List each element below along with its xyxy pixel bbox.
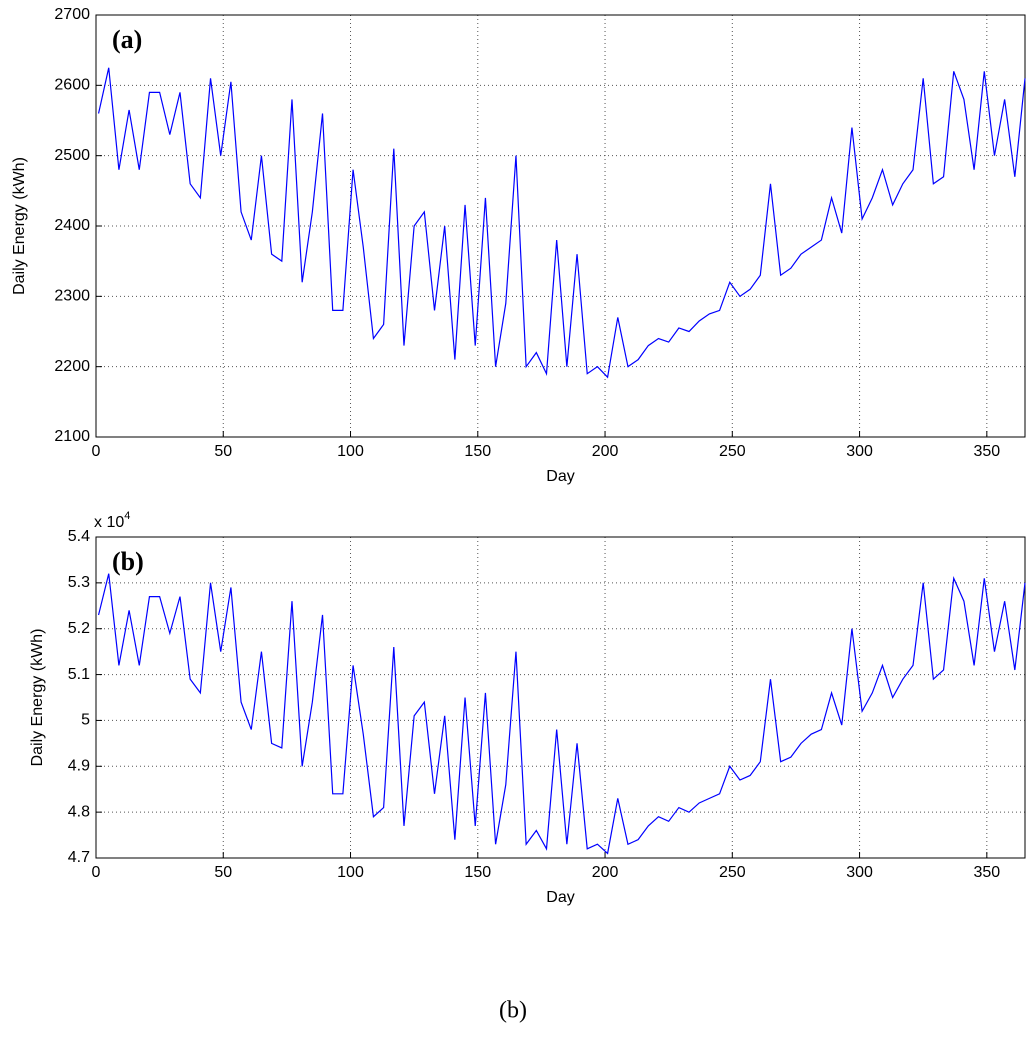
x-tick-label: 150 [464,443,491,460]
x-tick-label: 250 [719,864,746,881]
plot-area [96,537,1025,858]
y-tick-label: 2100 [54,428,90,445]
y-axis-label: Daily Energy (kWh) [11,157,28,295]
x-axis-label: Day [546,889,574,906]
y-tick-label: 2600 [54,77,90,94]
figure-caption: (b) [499,998,527,1024]
x-tick-label: 0 [92,864,101,881]
y-tick-label: 4.8 [68,803,90,820]
data-line [97,573,1026,855]
y-exponent-power: 4 [124,510,130,522]
x-tick-label: 250 [719,443,746,460]
y-tick-label: 5.2 [68,620,90,637]
y-tick-label: 5.1 [68,666,90,683]
y-exponent-base: x 10 [94,514,124,531]
y-tick-label: 4.7 [68,849,90,866]
plot-frame [95,14,1026,438]
x-tick-label: 300 [846,443,873,460]
data-line [97,67,1026,379]
y-tick-label: 5 [81,712,90,729]
panel-label: (b) [112,547,144,576]
x-tick-label: 350 [973,443,1000,460]
panel-label: (a) [112,25,142,54]
y-tick-label: 2700 [54,6,90,23]
y-tick-label: 2300 [54,288,90,305]
x-tick-label: 150 [464,864,491,881]
x-tick-label: 200 [592,864,619,881]
x-tick-label: 300 [846,864,873,881]
y-tick-label: 2400 [54,217,90,234]
x-tick-label: 50 [214,864,232,881]
x-tick-label: 100 [337,443,364,460]
y-tick-label: 5.3 [68,574,90,591]
x-tick-label: 350 [973,864,1000,881]
y-axis-label: Daily Energy (kWh) [29,629,46,767]
plot-frame [95,536,1026,859]
x-tick-label: 200 [592,443,619,460]
y-tick-label: 2200 [54,358,90,375]
x-tick-label: 100 [337,864,364,881]
x-axis-label: Day [546,468,574,485]
y-exponent: x 104 [94,510,130,531]
y-tick-label: 4.9 [68,758,90,775]
x-tick-label: 50 [214,443,232,460]
x-tick-label: 0 [92,443,101,460]
y-tick-label: 2500 [54,147,90,164]
y-tick-label: 5.4 [68,528,90,545]
